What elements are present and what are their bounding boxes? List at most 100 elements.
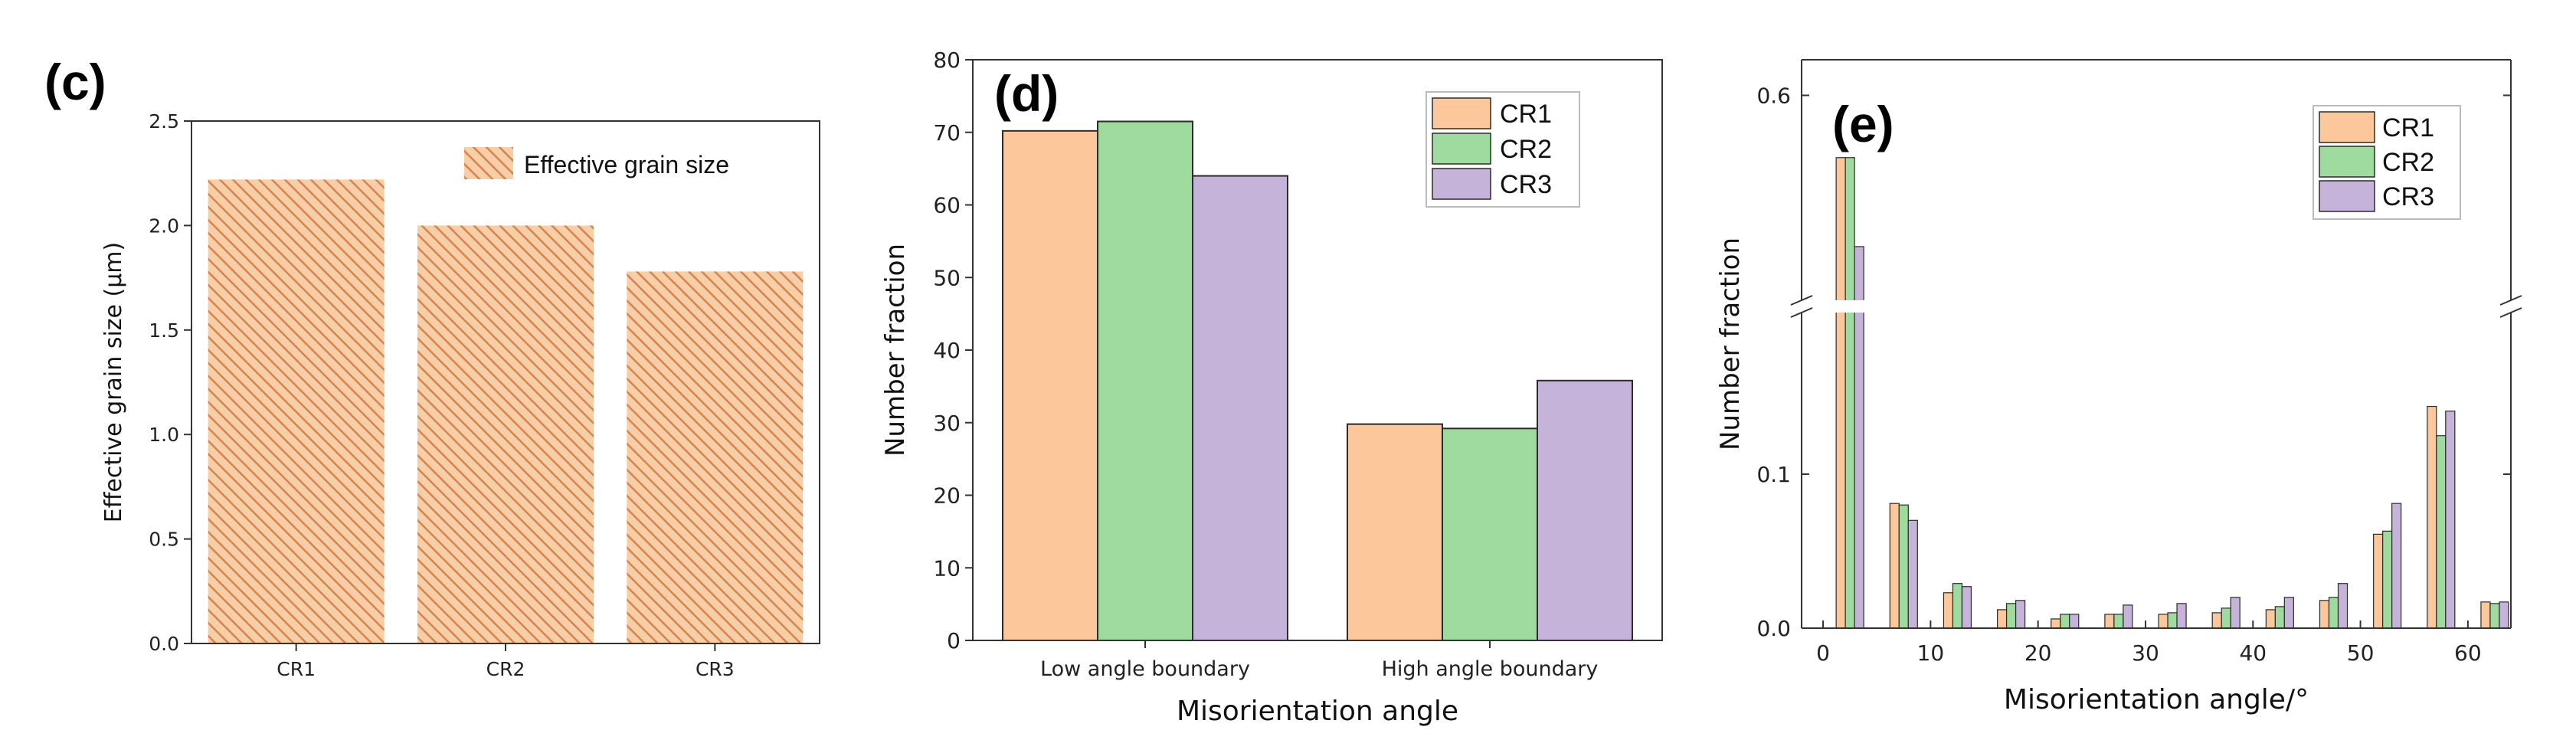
bar-cr1 bbox=[2480, 601, 2491, 629]
bar-cr2 bbox=[2113, 614, 2124, 629]
bar-cr2-low bbox=[1097, 120, 1193, 642]
y-tick-label: 10 bbox=[933, 555, 961, 581]
x-tick-label: 10 bbox=[1917, 640, 1945, 666]
bar-cr2 bbox=[1952, 583, 1963, 629]
bar-cr1-high bbox=[1347, 423, 1443, 642]
bar-cr2 bbox=[2060, 614, 2070, 629]
legend-swatch-cr3 bbox=[2319, 180, 2375, 212]
bar-cr3 bbox=[2337, 583, 2349, 629]
legend-swatch-cr1 bbox=[1432, 97, 1491, 129]
bar-cr3 bbox=[2391, 503, 2402, 629]
legend-label-cr3: CR3 bbox=[2382, 182, 2434, 211]
bar-cr3 bbox=[2445, 410, 2456, 629]
bar-cr1 bbox=[2158, 614, 2168, 629]
axis-break-gap bbox=[1783, 300, 2529, 313]
x-tick-label: 0 bbox=[1816, 640, 1830, 666]
x-axis-label: Misorientation angle bbox=[1177, 696, 1458, 727]
x-tick-label: 40 bbox=[2239, 640, 2267, 666]
bar-cr2 bbox=[2221, 607, 2231, 629]
bar-cr3 bbox=[2176, 603, 2187, 629]
bar-cr2 bbox=[2436, 435, 2447, 629]
bar-cr3 bbox=[2283, 597, 2294, 629]
bar-cr2 bbox=[2382, 530, 2393, 629]
axis-break-mark bbox=[1790, 295, 1813, 306]
y-tick-label: 0.0 bbox=[1756, 616, 1791, 641]
y-axis-label: Number fraction bbox=[1715, 237, 1746, 450]
bar-cr3 bbox=[627, 271, 804, 643]
bar-cr3 bbox=[2069, 614, 2080, 629]
bar-cr2 bbox=[2005, 603, 2017, 629]
legend-label-cr2: CR2 bbox=[1500, 135, 1552, 164]
bar-cr3 bbox=[2230, 597, 2240, 629]
bar-cr1 bbox=[2211, 612, 2222, 629]
y-axis-label: Effective grain size (μm) bbox=[100, 242, 127, 523]
bar-cr2 bbox=[2489, 603, 2500, 629]
legend-label-cr2: CR2 bbox=[2382, 148, 2434, 177]
y-tick-label: 1.5 bbox=[149, 319, 179, 342]
panel-label: (c) bbox=[44, 54, 106, 110]
axis-break-mark bbox=[2499, 295, 2522, 306]
bar-cr1 bbox=[1889, 503, 1900, 629]
plot-frame bbox=[191, 120, 820, 644]
y-tick-label: 1.0 bbox=[149, 424, 179, 446]
bar-cr3 bbox=[2499, 601, 2509, 629]
bar-cr2 bbox=[2274, 606, 2285, 629]
bar-cr1 bbox=[1996, 609, 2008, 629]
bar-cr1 bbox=[2373, 533, 2384, 629]
legend-swatch-cr2 bbox=[1432, 133, 1491, 165]
y-tick-label: 2.5 bbox=[149, 110, 179, 133]
bar-cr3-high bbox=[1537, 379, 1633, 641]
x-tick-label: CR3 bbox=[696, 658, 735, 680]
x-tick-label: Low angle boundary bbox=[1040, 657, 1250, 681]
y-axis-label: Number fraction bbox=[880, 244, 911, 457]
bar-cr2 bbox=[2167, 612, 2178, 629]
bar-cr1 bbox=[2265, 609, 2276, 629]
axis-break-mark bbox=[2499, 307, 2522, 318]
panel-label: (d) bbox=[994, 65, 1059, 122]
x-axis-label: Misorientation angle/° bbox=[2004, 684, 2309, 715]
y-tick-label: 80 bbox=[933, 47, 961, 73]
bar-cr2 bbox=[1898, 504, 1909, 629]
bar-cr1 bbox=[2319, 600, 2330, 629]
panel-label: (e) bbox=[1832, 96, 1894, 152]
bar-cr1-low bbox=[1002, 129, 1098, 642]
bar-cr2 bbox=[1844, 157, 1855, 629]
legend-swatch-cr1 bbox=[2319, 111, 2375, 143]
chart-panel-d: (d) Low angle boundary High angle boundary… bbox=[880, 47, 1663, 727]
y-tick-label: 50 bbox=[933, 265, 961, 290]
y-tick-label: 0.5 bbox=[149, 529, 179, 551]
x-tick-label: 20 bbox=[2024, 640, 2052, 666]
y-tick-label: 2.0 bbox=[149, 214, 179, 237]
bar-cr1 bbox=[2051, 618, 2061, 629]
bar-cr1 bbox=[2427, 405, 2437, 629]
legend-label-cr1: CR1 bbox=[1500, 100, 1552, 129]
x-tick-label: High angle boundary bbox=[1382, 657, 1599, 681]
bar-cr1 bbox=[208, 179, 385, 643]
y-tick-label: 20 bbox=[933, 483, 961, 509]
bar-cr2 bbox=[2328, 597, 2339, 629]
chart-panel-c: (c) CR1 CR2 CR3 0.0 0.5 1.0 1.5 2.0 2.5 Effective … bbox=[44, 54, 820, 680]
bar-cr1 bbox=[1943, 592, 1954, 629]
bar-cr1 bbox=[1835, 157, 1846, 629]
legend-label-cr3: CR3 bbox=[1500, 170, 1552, 199]
legend-swatch-cr3 bbox=[1432, 168, 1491, 200]
y-tick-label: 0.6 bbox=[1756, 83, 1791, 108]
bar-cr3 bbox=[1907, 519, 1918, 629]
y-tick-label: 30 bbox=[933, 411, 961, 436]
y-tick-label: 60 bbox=[933, 193, 961, 218]
y-tick-label: 70 bbox=[933, 120, 961, 146]
legend-label: Effective grain size bbox=[524, 151, 729, 178]
legend-swatch bbox=[464, 147, 513, 179]
legend-swatch-cr2 bbox=[2319, 146, 2375, 178]
chart-panel-e: (e) 0.0 0.1 0.6 0 10 20 30 40 50 60 Number fraction… bbox=[1715, 59, 2529, 715]
y-tick-label: 0.0 bbox=[149, 633, 179, 655]
bar-cr2-high bbox=[1442, 427, 1538, 642]
bar-cr3 bbox=[2123, 604, 2133, 629]
x-tick-label: CR2 bbox=[486, 658, 525, 680]
x-tick-label: 50 bbox=[2347, 640, 2375, 666]
y-tick-label: 0.1 bbox=[1756, 462, 1791, 487]
bar-cr3 bbox=[2015, 600, 2026, 629]
bar-cr1 bbox=[2104, 614, 2115, 629]
bar-cr2 bbox=[417, 225, 594, 643]
